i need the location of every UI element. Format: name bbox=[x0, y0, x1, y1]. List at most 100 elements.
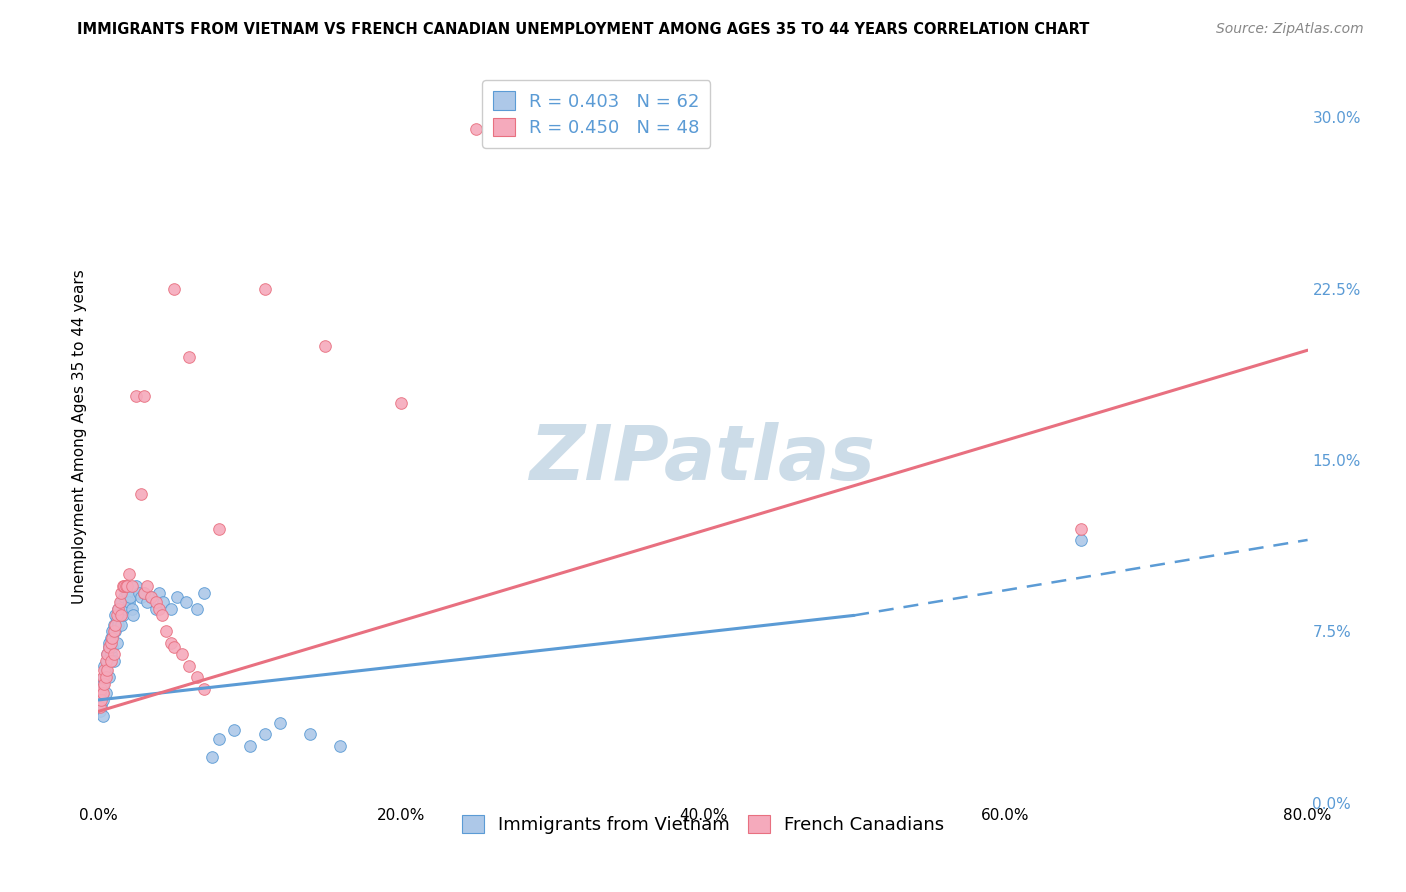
Point bbox=[114, 601, 136, 615]
Point bbox=[141, 590, 163, 604]
Point bbox=[96, 647, 118, 661]
Point bbox=[101, 624, 124, 639]
Point bbox=[89, 681, 111, 696]
Point bbox=[132, 389, 155, 403]
Point bbox=[114, 579, 136, 593]
Point bbox=[98, 636, 121, 650]
Point bbox=[96, 663, 118, 677]
Point bbox=[1070, 521, 1092, 535]
Point bbox=[253, 281, 276, 295]
Point bbox=[148, 585, 170, 599]
Point bbox=[179, 658, 201, 673]
Point bbox=[208, 731, 231, 746]
Point bbox=[100, 654, 122, 668]
Point bbox=[103, 654, 125, 668]
Point bbox=[389, 396, 412, 410]
Point bbox=[329, 739, 352, 753]
Point bbox=[166, 590, 188, 604]
Point bbox=[111, 608, 134, 623]
Point bbox=[93, 670, 115, 684]
Point bbox=[104, 617, 127, 632]
Point bbox=[105, 636, 128, 650]
Point bbox=[193, 585, 215, 599]
Point bbox=[90, 686, 112, 700]
Point bbox=[98, 640, 121, 655]
Point bbox=[253, 727, 276, 741]
Point bbox=[93, 658, 115, 673]
Point bbox=[89, 705, 111, 719]
Point bbox=[170, 647, 193, 661]
Point bbox=[155, 624, 177, 639]
Text: Source: ZipAtlas.com: Source: ZipAtlas.com bbox=[1216, 22, 1364, 37]
Point bbox=[208, 521, 231, 535]
Point bbox=[98, 640, 121, 655]
Point bbox=[93, 677, 115, 691]
Point bbox=[115, 579, 138, 593]
Point bbox=[98, 670, 121, 684]
Point bbox=[101, 632, 124, 646]
Point bbox=[100, 636, 122, 650]
Point bbox=[125, 579, 148, 593]
Point bbox=[107, 601, 129, 615]
Point bbox=[103, 617, 125, 632]
Point bbox=[94, 663, 117, 677]
Point bbox=[163, 281, 186, 295]
Point bbox=[100, 647, 122, 661]
Point bbox=[110, 617, 132, 632]
Point bbox=[129, 590, 152, 604]
Point bbox=[128, 585, 150, 599]
Point bbox=[135, 595, 157, 609]
Point bbox=[91, 677, 114, 691]
Point bbox=[94, 654, 117, 668]
Point bbox=[107, 617, 129, 632]
Point bbox=[94, 670, 117, 684]
Point bbox=[105, 608, 128, 623]
Text: ZIPatlas: ZIPatlas bbox=[530, 422, 876, 496]
Point bbox=[90, 693, 112, 707]
Point bbox=[103, 624, 125, 639]
Point bbox=[93, 663, 115, 677]
Point bbox=[91, 670, 114, 684]
Point bbox=[96, 654, 118, 668]
Point bbox=[145, 601, 167, 615]
Point bbox=[186, 670, 208, 684]
Point bbox=[112, 590, 135, 604]
Point bbox=[160, 601, 183, 615]
Point bbox=[174, 595, 197, 609]
Point bbox=[179, 350, 201, 364]
Point bbox=[1070, 533, 1092, 547]
Point bbox=[91, 709, 114, 723]
Point bbox=[110, 585, 132, 599]
Point bbox=[96, 647, 118, 661]
Point bbox=[104, 608, 127, 623]
Point bbox=[110, 608, 132, 623]
Point bbox=[90, 698, 112, 712]
Point bbox=[314, 338, 336, 352]
Point bbox=[108, 595, 131, 609]
Point bbox=[94, 686, 117, 700]
Point bbox=[129, 487, 152, 501]
Point bbox=[160, 636, 183, 650]
Point bbox=[89, 699, 111, 714]
Point bbox=[150, 608, 173, 623]
Point bbox=[120, 590, 142, 604]
Point bbox=[201, 750, 224, 764]
Point bbox=[135, 579, 157, 593]
Point bbox=[186, 601, 208, 615]
Point bbox=[132, 585, 155, 599]
Point bbox=[141, 590, 163, 604]
Point bbox=[163, 640, 186, 655]
Text: IMMIGRANTS FROM VIETNAM VS FRENCH CANADIAN UNEMPLOYMENT AMONG AGES 35 TO 44 YEAR: IMMIGRANTS FROM VIETNAM VS FRENCH CANADI… bbox=[77, 22, 1090, 37]
Point bbox=[111, 579, 134, 593]
Point bbox=[105, 613, 128, 627]
Point bbox=[118, 567, 141, 582]
Point bbox=[121, 601, 143, 615]
Point bbox=[224, 723, 246, 737]
Point bbox=[239, 739, 262, 753]
Point bbox=[465, 121, 488, 136]
Point bbox=[89, 686, 111, 700]
Point bbox=[145, 595, 167, 609]
Point bbox=[299, 727, 322, 741]
Point bbox=[90, 681, 112, 696]
Point bbox=[148, 601, 170, 615]
